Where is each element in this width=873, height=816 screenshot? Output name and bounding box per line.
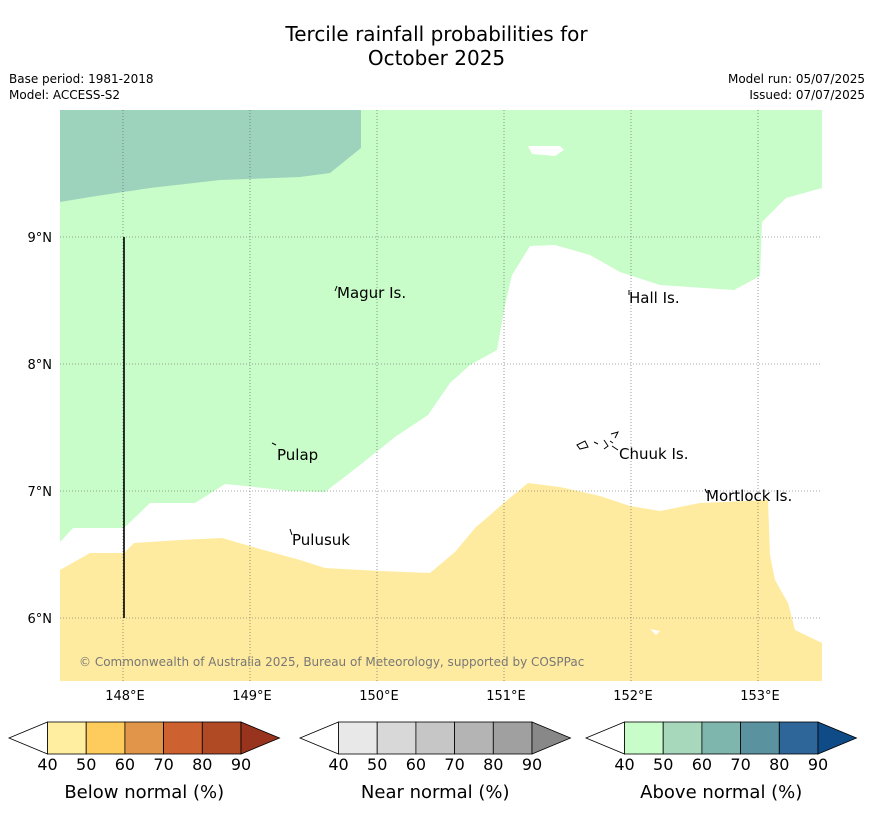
below-normal-40-region <box>60 483 822 681</box>
lat-tick-labels: 9°N 8°N 7°N 6°N <box>28 231 53 627</box>
colorbar-cell <box>662 721 703 755</box>
colorbar-tick-label: 50 <box>367 755 387 774</box>
no-category-patch <box>528 146 564 156</box>
place-labels: Magur Is. Hall Is. Pulap Chuuk Is. Mortl… <box>277 284 792 549</box>
lon-tick: 151°E <box>486 689 526 704</box>
colorbar-cell <box>201 721 242 755</box>
lat-tick: 8°N <box>28 358 53 373</box>
colorbar-cell <box>376 721 417 755</box>
colorbar-under-triangle <box>584 721 625 755</box>
colorbar-tick-label: 50 <box>76 755 96 774</box>
title-line-2: October 2025 <box>367 46 506 70</box>
meta-right: Model run: 05/07/2025 Issued: 07/07/2025 <box>728 71 865 103</box>
colorbar-cell <box>624 721 664 755</box>
colorbar-tick-label: 80 <box>769 755 789 774</box>
meta-left: Base period: 1981-2018 Model: ACCESS-S2 <box>9 71 154 103</box>
lat-tick: 7°N <box>28 485 53 500</box>
colorbar-tick-label: 90 <box>808 755 828 774</box>
lon-tick: 152°E <box>613 689 653 704</box>
colorbar-over-triangle <box>531 721 572 755</box>
colorbar: 40 50 60 70 80 90 Near normal (%) <box>298 721 572 803</box>
above-normal-50-region <box>60 110 361 202</box>
base-period: Base period: 1981-2018 <box>9 72 154 86</box>
colorbar-over-triangle <box>817 721 858 755</box>
place-label: Hall Is. <box>629 289 680 307</box>
colorbar-cell <box>454 721 494 755</box>
pulap-island-outline <box>271 442 277 446</box>
colorbar-tick-label: 70 <box>153 755 173 774</box>
lon-tick: 149°E <box>232 689 272 704</box>
colorbar-tick-label: 70 <box>444 755 464 774</box>
model-run: Model run: 05/07/2025 <box>727 72 865 86</box>
place-label: Pulap <box>277 446 318 464</box>
colorbar-legends: 40 50 60 70 80 90 Below normal (%) 40 50 60 70 80 90… <box>7 721 858 803</box>
place-label: Magur Is. <box>337 284 406 302</box>
colorbar-tick-label: 90 <box>231 755 251 774</box>
lat-tick: 9°N <box>28 231 53 246</box>
mortlock-island-outline <box>704 488 708 494</box>
colorbar-tick-label: 60 <box>406 755 426 774</box>
colorbar-cell <box>85 721 126 755</box>
issued-date: Issued: 07/07/2025 <box>749 88 865 102</box>
colorbar-cell <box>124 721 165 755</box>
lon-tick: 150°E <box>359 689 399 704</box>
colorbar-under-triangle <box>7 721 48 755</box>
colorbar-over-triangle <box>240 721 281 755</box>
colorbar-cell <box>415 721 455 755</box>
colorbar-label: Above normal (%) <box>640 782 802 803</box>
colorbar-tick-label: 80 <box>483 755 503 774</box>
pulusuk-island-outline <box>289 528 293 536</box>
islands <box>271 285 708 536</box>
colorbar-cell <box>778 721 819 755</box>
place-label: Chuuk Is. <box>619 445 688 463</box>
colorbar-cell <box>163 721 203 755</box>
lon-tick: 153°E <box>740 689 780 704</box>
colorbar-label: Near normal (%) <box>361 782 510 803</box>
colorbar-cell <box>492 721 533 755</box>
colorbar-tick-label: 40 <box>328 755 348 774</box>
copyright-text: © Commonwealth of Australia 2025, Bureau… <box>79 655 584 669</box>
model-name: Model: ACCESS-S2 <box>9 88 121 102</box>
colorbar-under-triangle <box>298 721 339 755</box>
colorbar-cell <box>338 721 378 755</box>
colorbar-cell <box>740 721 780 755</box>
colorbar-tick-label: 90 <box>522 755 542 774</box>
chuuk-island-outlines <box>576 431 619 451</box>
colorbar-tick-label: 60 <box>115 755 135 774</box>
magur-island-outline <box>334 285 338 292</box>
colorbar-tick-label: 70 <box>730 755 750 774</box>
colorbar-cell <box>701 721 742 755</box>
place-label: Mortlock Is. <box>706 487 792 505</box>
place-label: Pulusuk <box>292 531 350 549</box>
colorbar: 40 50 60 70 80 90 Above normal (%) <box>584 721 858 803</box>
lon-tick: 148°E <box>105 689 145 704</box>
colorbar-tick-label: 50 <box>653 755 673 774</box>
lon-tick-labels: 148°E 149°E 150°E 151°E 152°E 153°E <box>105 689 780 704</box>
colorbar-tick-label: 40 <box>37 755 57 774</box>
colorbar-tick-label: 40 <box>614 755 634 774</box>
colorbar-cell <box>47 721 87 755</box>
colorbar-tick-label: 80 <box>192 755 212 774</box>
map-title: Tercile rainfall probabilities for Octob… <box>0 22 873 70</box>
title-line-1: Tercile rainfall probabilities for <box>285 22 588 46</box>
colorbar: 40 50 60 70 80 90 Below normal (%) <box>7 721 281 803</box>
lat-tick: 6°N <box>28 612 53 627</box>
no-category-patch-south <box>650 629 660 635</box>
above-normal-40-region <box>60 110 822 542</box>
colorbar-tick-label: 60 <box>692 755 712 774</box>
map-area <box>60 110 822 681</box>
colorbar-label: Below normal (%) <box>64 782 224 803</box>
gridlines <box>60 110 822 681</box>
